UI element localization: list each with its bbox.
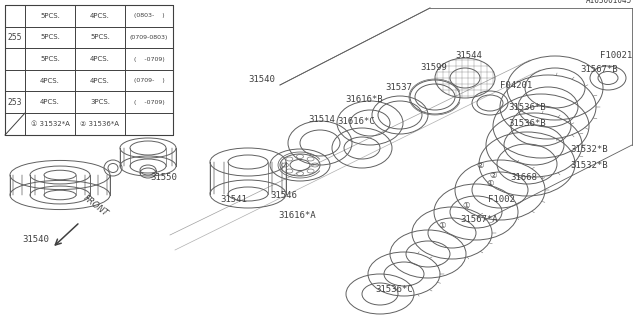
- Text: F10021: F10021: [600, 51, 632, 60]
- Text: 31540: 31540: [248, 76, 275, 84]
- Text: 31532*B: 31532*B: [570, 146, 607, 155]
- Text: 31536*B: 31536*B: [508, 119, 546, 129]
- Text: 31616*C: 31616*C: [337, 117, 374, 126]
- Text: G53004: G53004: [110, 114, 142, 123]
- Text: A163001045: A163001045: [586, 0, 632, 5]
- Text: 31537: 31537: [385, 84, 412, 92]
- Text: 4PCS.: 4PCS.: [90, 56, 110, 62]
- Text: 4PCS.: 4PCS.: [90, 13, 110, 19]
- Text: 253: 253: [8, 98, 22, 107]
- Text: 5PCS.: 5PCS.: [40, 56, 60, 62]
- Text: (0709-    ): (0709- ): [134, 78, 164, 83]
- Text: (    -0709): ( -0709): [134, 100, 164, 105]
- Text: 31599: 31599: [420, 63, 447, 73]
- Bar: [5, 5, 173, 135]
- Text: ①: ①: [462, 201, 470, 210]
- Text: 31616*A: 31616*A: [278, 211, 316, 220]
- Text: (    -0709): ( -0709): [134, 57, 164, 61]
- Text: (0709-0803): (0709-0803): [130, 35, 168, 40]
- Text: FRONT: FRONT: [82, 193, 110, 218]
- Text: 255: 255: [8, 33, 22, 42]
- Text: 5PCS.: 5PCS.: [90, 34, 110, 40]
- Text: ②: ②: [476, 161, 484, 170]
- Text: (0803-    ): (0803- ): [134, 13, 164, 18]
- Text: 31567*A: 31567*A: [460, 215, 498, 225]
- Text: 5PCS.: 5PCS.: [40, 13, 60, 19]
- Text: 31546: 31546: [270, 190, 297, 199]
- Text: 31616*B: 31616*B: [345, 95, 383, 105]
- Text: 31514: 31514: [308, 116, 335, 124]
- Text: F1002: F1002: [488, 196, 515, 204]
- Text: 31540: 31540: [22, 236, 49, 244]
- Text: ①: ①: [438, 221, 445, 230]
- Text: 3PCS.: 3PCS.: [90, 99, 110, 105]
- Text: 4PCS.: 4PCS.: [40, 99, 60, 105]
- Text: ② 31536*A: ② 31536*A: [81, 121, 120, 127]
- Text: 31550: 31550: [150, 173, 177, 182]
- Text: 31544: 31544: [455, 51, 482, 60]
- Text: 4PCS.: 4PCS.: [40, 77, 60, 84]
- Text: 31536*C: 31536*C: [375, 285, 413, 294]
- Text: 31541: 31541: [220, 196, 247, 204]
- Text: 31668: 31668: [510, 173, 537, 182]
- Text: ① 31532*A: ① 31532*A: [31, 121, 69, 127]
- Text: 31567*B: 31567*B: [580, 66, 618, 75]
- Text: 31532*B: 31532*B: [570, 162, 607, 171]
- Text: 5PCS.: 5PCS.: [40, 34, 60, 40]
- Text: ①: ①: [486, 179, 493, 188]
- Text: 31536*B: 31536*B: [508, 103, 546, 113]
- Text: 4PCS.: 4PCS.: [90, 77, 110, 84]
- Text: ②: ②: [489, 171, 497, 180]
- Text: F04201: F04201: [500, 81, 532, 90]
